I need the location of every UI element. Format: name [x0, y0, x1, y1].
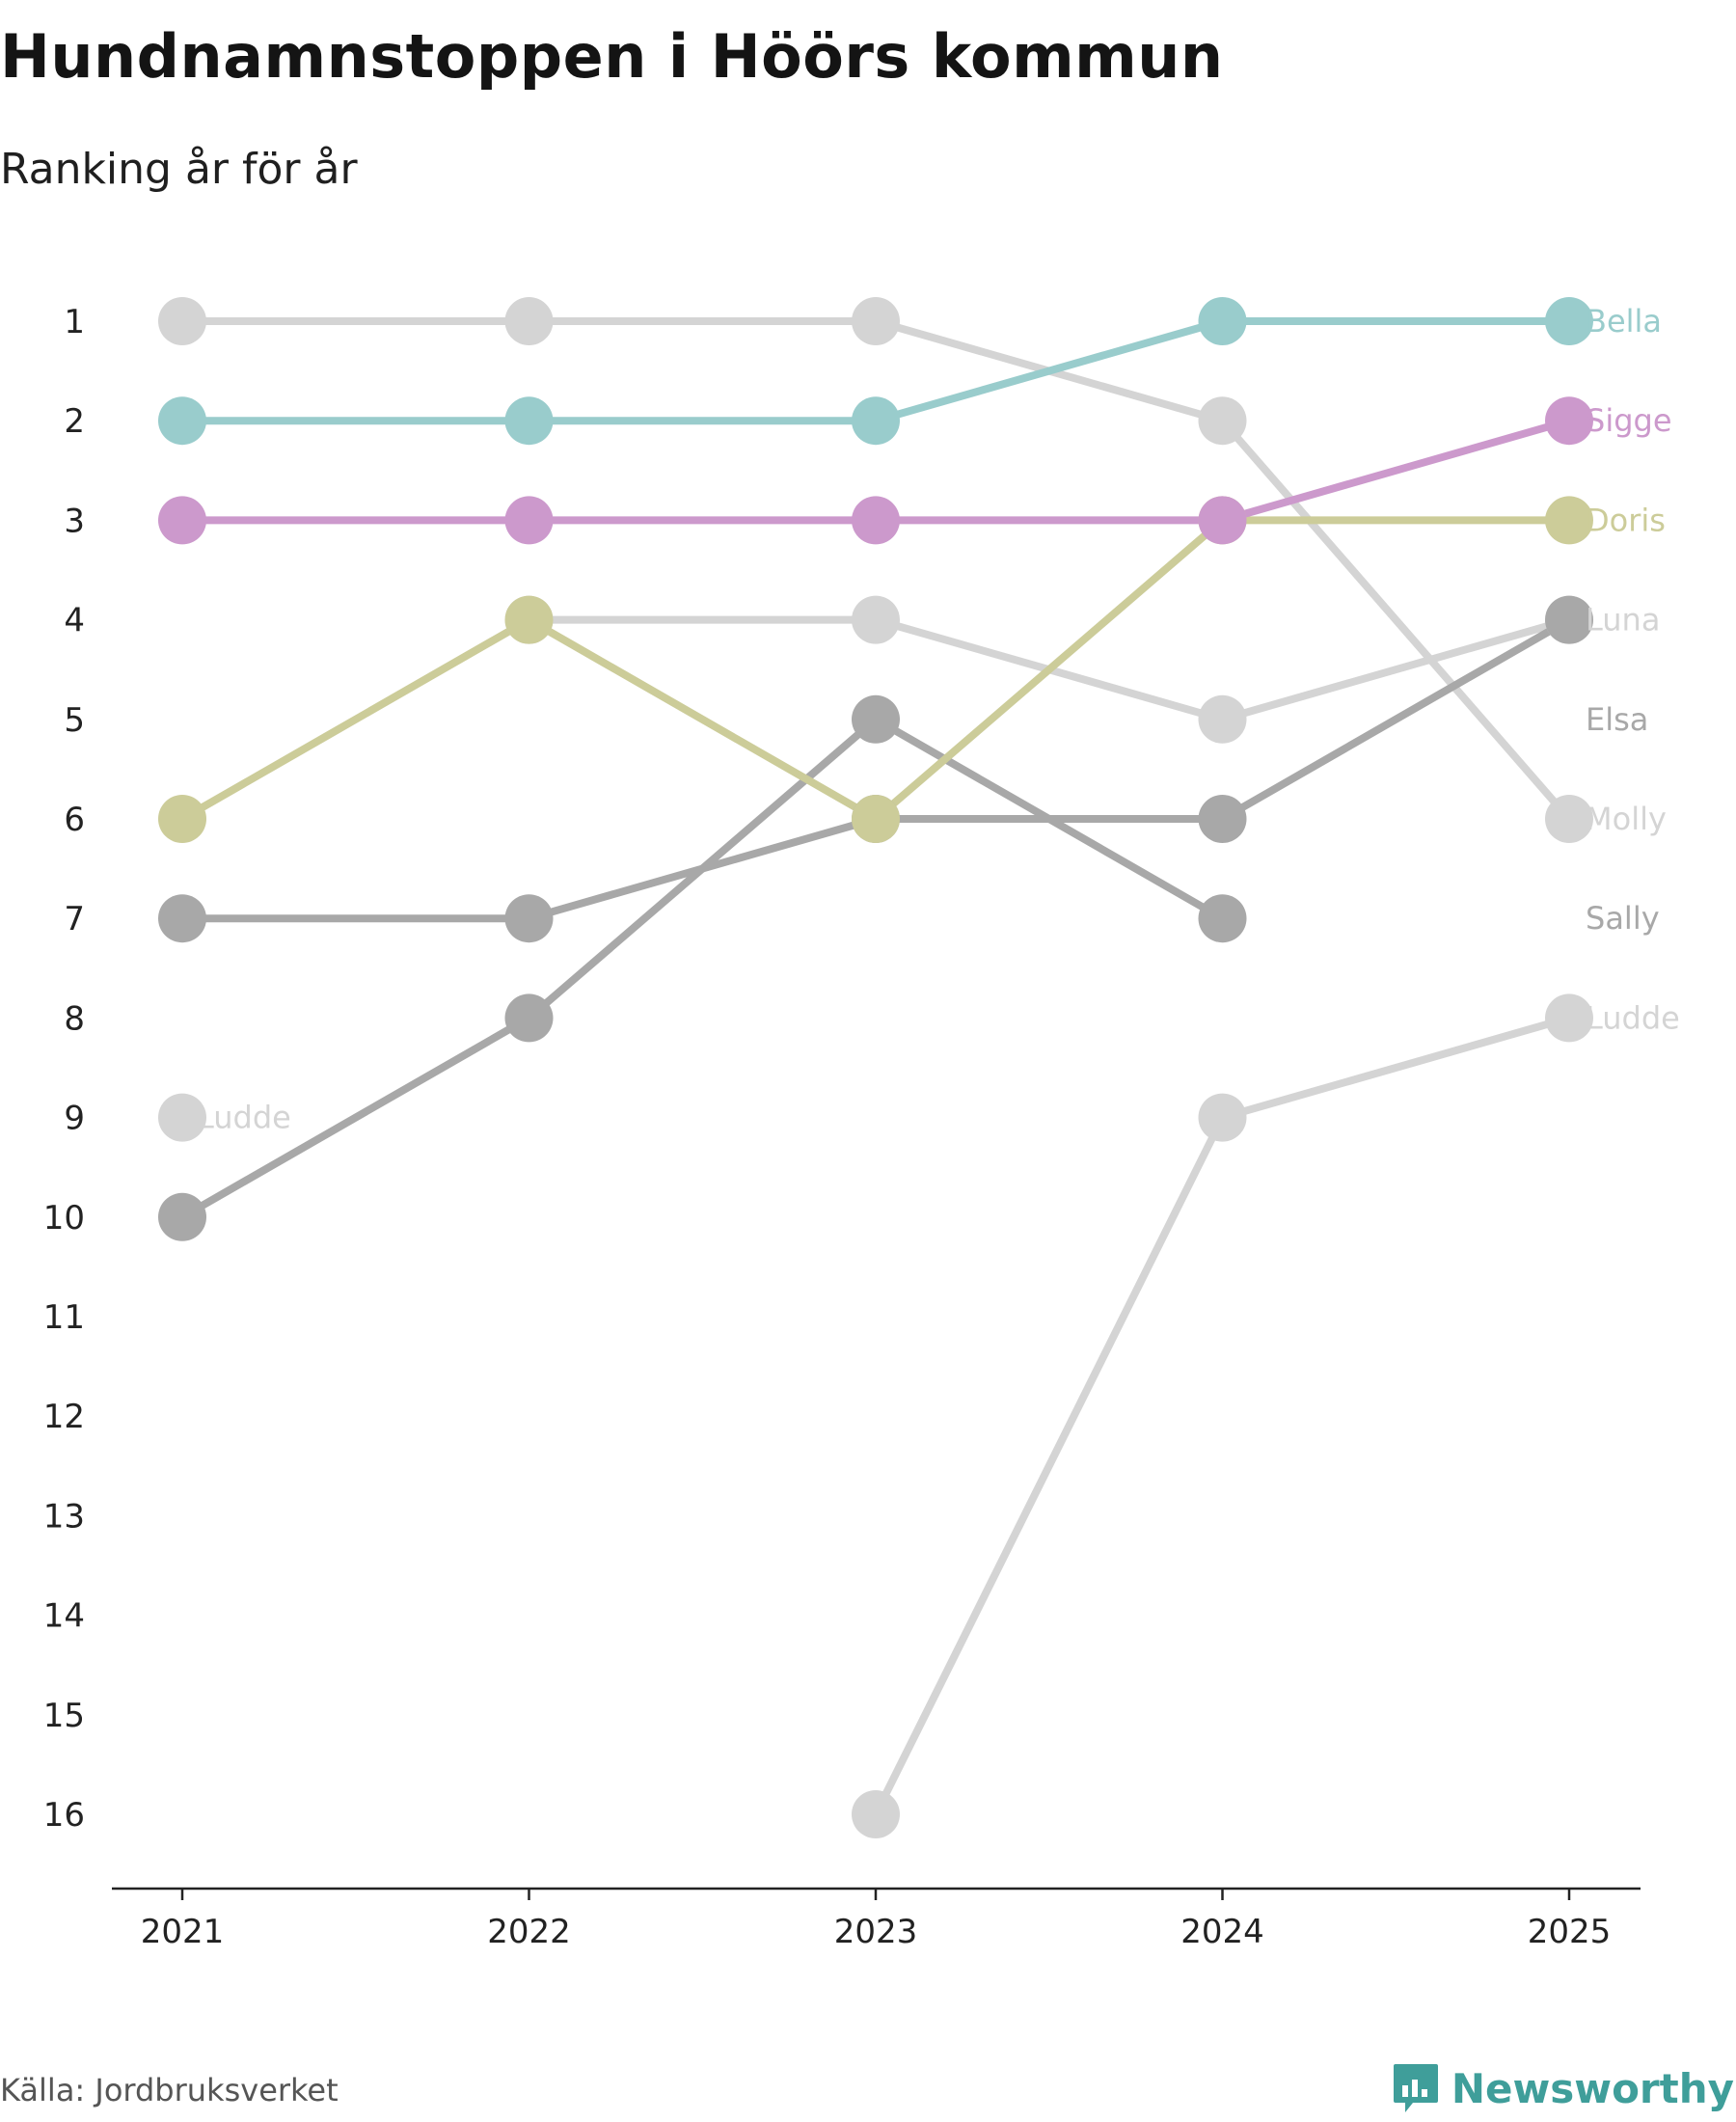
- x-tick-label-2022: 2022: [487, 1913, 571, 1951]
- source-note: Källa: Jordbruksverket: [0, 2072, 339, 2108]
- point-bella-2021: [158, 396, 206, 446]
- y-tick-label-6: 6: [64, 801, 85, 839]
- y-tick-label-10: 10: [43, 1199, 85, 1238]
- point-sigge-2021: [158, 496, 206, 545]
- point-sally-2024: [1198, 795, 1247, 843]
- x-tick-label-2021: 2021: [141, 1913, 225, 1951]
- y-tick-label-8: 8: [64, 999, 85, 1038]
- end-label-sally: Sally: [1586, 900, 1660, 937]
- bar-chart-icon: [1393, 2064, 1438, 2112]
- x-tick-label-2023: 2023: [834, 1913, 918, 1951]
- point-doris-2025: [1545, 496, 1593, 545]
- point-sally-2025: [1545, 595, 1593, 644]
- point-luna-2024: [1198, 694, 1247, 744]
- end-label-ludde: Ludde: [1586, 999, 1680, 1036]
- chart-title: Hundnamnstoppen i Höörs kommun: [0, 21, 1224, 92]
- point-ludde-2025: [1545, 993, 1593, 1043]
- y-tick-label-9: 9: [64, 1100, 85, 1138]
- y-tick-label-12: 12: [43, 1398, 85, 1436]
- y-tick-label-14: 14: [43, 1597, 85, 1636]
- series-points: [158, 297, 1593, 1838]
- series-lines: [178, 317, 1573, 1818]
- series-labels: Bella Sigge Doris Luna Elsa Molly Sally Ludde Lu…: [197, 303, 1680, 1136]
- x-tick-label-2024: 2024: [1180, 1913, 1264, 1951]
- y-tick-label-15: 15: [43, 1697, 85, 1735]
- point-molly-2022: [504, 297, 554, 345]
- brand-logo: Newsworthy: [1392, 2062, 1734, 2114]
- end-label-bella: Bella: [1586, 303, 1662, 340]
- y-tick-label-5: 5: [64, 701, 85, 740]
- point-bella-2025: [1545, 297, 1593, 345]
- point-sigge-2025: [1545, 396, 1593, 446]
- series-line-molly: [178, 317, 1573, 823]
- point-sigge-2022: [504, 496, 554, 545]
- point-ludde-2023: [852, 1790, 900, 1838]
- end-label-elsa: Elsa: [1586, 701, 1648, 738]
- point-luna-2023: [852, 595, 900, 644]
- point-sally-2022: [504, 894, 554, 943]
- end-label-sigge: Sigge: [1586, 402, 1672, 439]
- y-tick-label-2: 2: [64, 402, 85, 441]
- point-bella-2023: [852, 396, 900, 446]
- point-sally-2021: [158, 894, 206, 943]
- point-elsa-2023: [852, 694, 900, 744]
- y-tick-label-16: 16: [43, 1796, 85, 1835]
- x-axis: 2021 2022 2023 2024 2025: [112, 1887, 1641, 1951]
- point-molly-2025: [1545, 795, 1593, 843]
- end-label-molly: Molly: [1586, 801, 1667, 837]
- point-doris-2023: [852, 795, 900, 843]
- y-tick-label-7: 7: [64, 900, 85, 939]
- y-tick-label-13: 13: [43, 1497, 85, 1536]
- series-line-doris: [178, 516, 1573, 823]
- end-label-doris: Doris: [1586, 502, 1666, 538]
- point-doris-2022: [504, 595, 554, 644]
- point-elsa-2021: [158, 1192, 206, 1241]
- point-elsa-2022: [504, 993, 554, 1043]
- y-tick-label-1: 1: [64, 303, 85, 341]
- y-tick-label-3: 3: [64, 502, 85, 540]
- point-doris-2021: [158, 795, 206, 843]
- point-elsa-2024: [1198, 894, 1247, 943]
- chart-subtitle: Ranking år för år: [0, 145, 358, 194]
- y-tick-label-4: 4: [64, 602, 85, 640]
- brand-name: Newsworthy: [1451, 2064, 1734, 2112]
- point-molly-2021: [158, 297, 206, 345]
- start-label-ludde: Ludde: [197, 1100, 291, 1136]
- point-ludde-2024: [1198, 1093, 1247, 1142]
- y-tick-label-11: 11: [43, 1298, 85, 1337]
- series-line-sally: [178, 615, 1573, 923]
- point-sigge-2023: [852, 496, 900, 545]
- point-bella-2022: [504, 396, 554, 446]
- series-line-elsa: [178, 715, 1227, 1221]
- point-sigge-2024: [1198, 496, 1247, 545]
- point-bella-2024: [1198, 297, 1247, 345]
- point-ludde-2021: [158, 1093, 206, 1142]
- end-label-luna: Luna: [1586, 602, 1660, 639]
- x-tick-label-2025: 2025: [1528, 1913, 1612, 1951]
- point-molly-2024: [1198, 396, 1247, 446]
- point-molly-2023: [852, 297, 900, 345]
